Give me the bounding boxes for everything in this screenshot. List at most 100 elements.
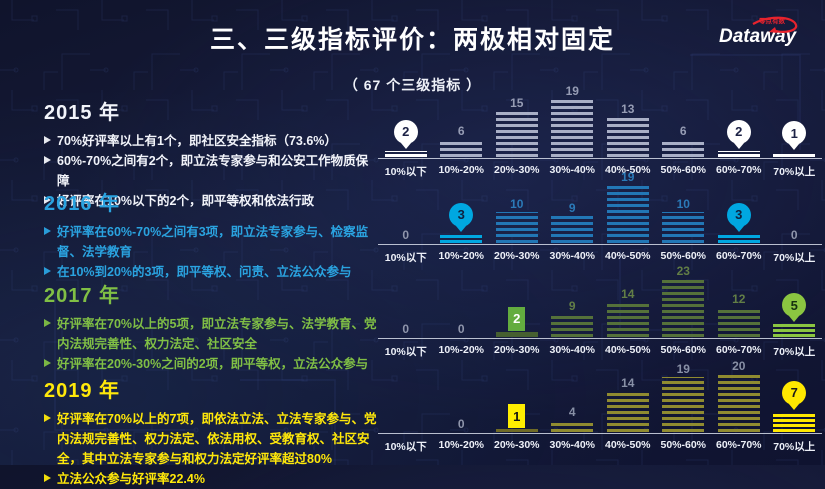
category-label: 70%以上	[773, 252, 816, 264]
dataway-logo: 零点有数 Dataway	[717, 14, 817, 55]
value-label: 20	[732, 359, 746, 373]
pin-tail-icon	[789, 316, 800, 323]
chart-plot: 0 3 10 9 19 10 3 0	[378, 171, 822, 243]
category-label: 50%-60%	[660, 439, 707, 451]
x-axis-line	[378, 338, 822, 339]
bullet-arrow-icon	[44, 227, 51, 235]
value-label: 9	[568, 299, 576, 314]
highlight-bar	[440, 233, 483, 243]
year-heading: 2019 年	[44, 380, 121, 402]
bullet-text: 好评率在70%以上的5项，即立法专家参与、法学教育、党内法规完善性、权力法定、社…	[57, 317, 377, 351]
year-heading: 2017 年	[44, 285, 121, 307]
chart-column: 12	[711, 293, 767, 337]
value-label: 9	[568, 200, 576, 215]
highlight-pin: 5	[782, 293, 807, 318]
data-bar	[606, 117, 649, 157]
category-labels: 10%以下 10%-20% 20%-30% 30%-40% 40%-50% 50%-60%…	[378, 344, 822, 359]
year-heading: 2016 年	[44, 193, 121, 215]
chart-2016: 0 3 10 9 19 10 3 0 10%以下 10%-20% 20%-30% 30%-40% 40%…	[378, 171, 822, 265]
value-label: 15	[510, 96, 524, 111]
data-bar	[495, 212, 538, 243]
category-label: 60%-70%	[715, 439, 762, 451]
value-label: 13	[621, 102, 635, 117]
pin-tail-icon	[733, 142, 744, 149]
category-labels: 10%以下 10%-20% 20%-30% 30%-40% 40%-50% 50%-60%…	[378, 164, 822, 179]
chart-column: 5	[767, 293, 823, 337]
category-label: 10%-20%	[438, 164, 485, 176]
bullet-arrow-icon	[44, 156, 51, 164]
chart-column: 0	[434, 323, 490, 337]
value-label: 4	[568, 405, 576, 420]
category-label: 70%以上	[773, 441, 816, 453]
value-label: 19	[676, 361, 690, 376]
value-label: 0	[457, 417, 465, 431]
category-label: 10%以下	[384, 346, 427, 358]
category-labels: 10%以下 10%-20% 20%-30% 30%-40% 40%-50% 50%-60%…	[378, 439, 822, 454]
chart-column: 2	[711, 119, 767, 157]
chart-column: 2	[489, 306, 545, 337]
value-label: 14	[621, 376, 635, 391]
logo-tagline: 零点有数	[758, 16, 786, 25]
pin-tail-icon	[400, 142, 411, 149]
value-label: 0	[402, 322, 410, 336]
chart-column: 1	[767, 121, 823, 157]
bullet-item: 好评率在20%-30%之间的2项，即平等权，立法公众参与	[44, 354, 378, 374]
highlight-badge: 1	[508, 404, 526, 428]
bullet-item: 好评率在70%以上的7项，即依法立法、立法专家参与、党内法规完善性、权力法定、依…	[44, 409, 378, 469]
chart-column: 1	[489, 404, 545, 432]
category-labels: 10%以下 10%-20% 20%-30% 30%-40% 40%-50% 50%-60%…	[378, 250, 822, 265]
bullet-arrow-icon	[44, 414, 51, 422]
x-axis-line	[378, 158, 822, 159]
category-label: 50%-60%	[660, 164, 707, 176]
chart-column: 10	[489, 198, 545, 243]
x-axis-line	[378, 244, 822, 245]
data-bar	[717, 374, 760, 432]
badge-bar	[495, 331, 538, 337]
data-bar	[495, 111, 538, 157]
bullet-item: 立法公众参与好评率22.4%	[44, 469, 378, 489]
chart-column: 10	[656, 198, 712, 243]
chart-column: 0	[378, 323, 434, 337]
category-label: 20%-30%	[493, 344, 540, 356]
highlight-pin: 1	[782, 121, 807, 145]
bullet-arrow-icon	[44, 267, 51, 275]
category-label: 40%-50%	[604, 250, 651, 262]
category-label: 30%-40%	[549, 250, 596, 262]
chart-2015: 2 6 15 19 13 6 2 1 10%以下 10%-20% 20%-30% 30%-40% 40%…	[378, 85, 823, 179]
value-label: 12	[732, 291, 746, 306]
pin-tail-icon	[789, 144, 800, 150]
data-bar	[551, 215, 594, 243]
chart-column: 14	[600, 377, 656, 432]
data-bar	[551, 99, 594, 157]
year-section: 2017 年好评率在70%以上的5项，即立法专家参与、法学教育、党内法规完善性、…	[44, 279, 378, 374]
logo-brand-text: Dataway	[719, 26, 798, 47]
category-label: 20%-30%	[493, 164, 540, 176]
chart-column: 3	[711, 202, 767, 243]
chart-column: 14	[600, 288, 656, 337]
chart-column: 0	[378, 229, 434, 243]
data-bar	[551, 314, 594, 337]
data-bar	[662, 376, 705, 432]
bullet-item: 在10%到20%的3项，即平等权、问责、立法公众参与	[44, 262, 378, 282]
chart-column: 7	[767, 380, 823, 432]
data-bar	[662, 279, 705, 337]
bullet-item: 好评率在10%以下的2个，即平等权和依法行政	[44, 191, 378, 211]
category-label: 40%-50%	[604, 164, 651, 176]
year-section: 2015 年 70%好评率以上有1个，即社区安全指标（73.6%） 60%-70%之…	[44, 96, 378, 211]
year-section: 2019 年好评率在70%以上的7项，即依法立法、立法专家参与、党内法规完善性、…	[44, 374, 378, 489]
bullet-text: 好评率在10%以下的2个，即平等权和依法行政	[57, 194, 314, 208]
highlight-pin: 2	[393, 119, 418, 144]
value-label: 0	[457, 322, 465, 336]
pin-tail-icon	[733, 225, 744, 232]
bullet-item: 好评率在60%-70%之间有3项，即立法专家参与、检察监督、法学教育	[44, 222, 378, 262]
bullet-arrow-icon	[44, 136, 51, 144]
chart-column: 6	[434, 125, 490, 157]
chart-column: 9	[545, 300, 601, 337]
chart-column: 20	[711, 360, 767, 432]
category-label: 50%-60%	[660, 344, 707, 356]
highlight-badge: 2	[508, 306, 526, 331]
category-label: 10%-20%	[438, 439, 485, 451]
bullet-text: 70%好评率以上有1个，即社区安全指标（73.6%）	[57, 134, 337, 148]
highlight-bar	[384, 150, 427, 157]
category-label: 70%以上	[773, 166, 816, 178]
